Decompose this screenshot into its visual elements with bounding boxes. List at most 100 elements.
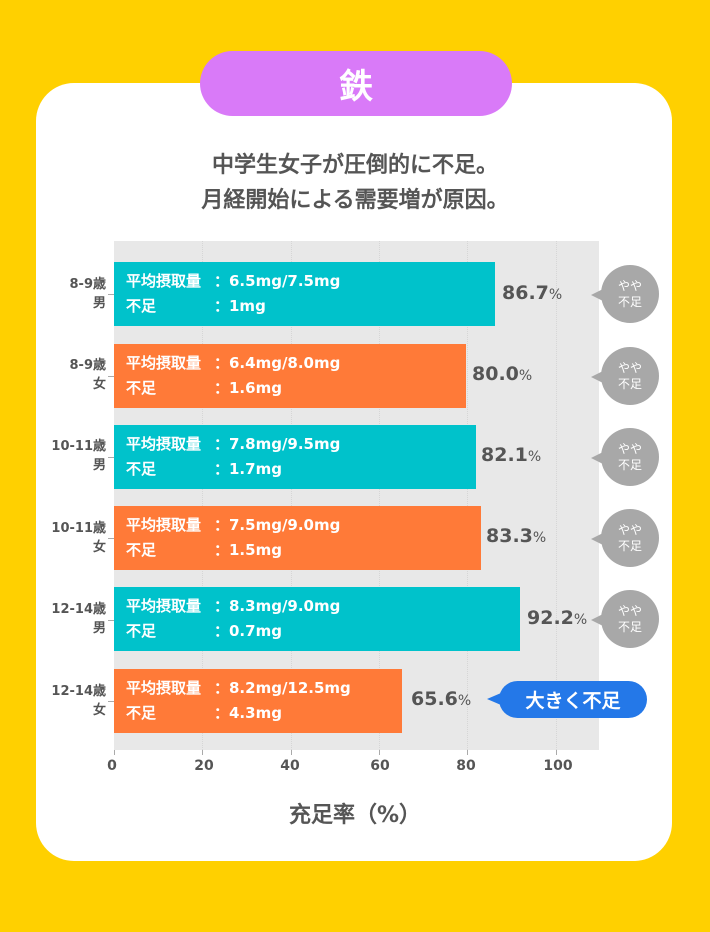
intake-value: ：8.2mg/12.5mg [214,679,351,697]
intake-value: ：7.5mg/9.0mg [214,516,341,534]
percent-value: 92.2 [527,607,574,629]
bar-annotation: 平均摂取量 ：6.5mg/7.5mg 不足 ：1mg [126,269,340,319]
intake-key: 平均摂取量 [126,597,202,615]
badge-text: 不足 [617,377,642,391]
badge-text: 不足 [617,539,642,553]
x-tick-label: 0 [107,758,117,774]
badge-text: 不足 [617,295,642,309]
shortage-key: 不足 [126,460,157,478]
y-label: 10-11歳 男 [40,437,106,475]
percent-label: 65.6% [411,688,471,710]
y-tick [108,538,114,539]
x-tick [379,750,380,755]
x-axis-title: 充足率（%） [288,803,422,828]
shortage-value: ：4.3mg [214,704,282,722]
y-label: 8-9歳 男 [40,275,107,313]
y-label: 12-14歳 女 [40,682,106,720]
gridline [467,241,468,750]
status-badge-slight: やや 不足 [591,590,659,648]
shortage-value: ：1.5mg [214,541,282,559]
gridline [202,241,203,750]
intake-key: 平均摂取量 [126,272,202,290]
gridline [379,241,380,750]
status-badge-slight: やや 不足 [591,428,659,486]
bar-annotation: 平均摂取量 ：8.2mg/12.5mg 不足 ：4.3mg [126,676,351,726]
x-tick [291,750,292,755]
badge-text: 不足 [617,620,642,634]
bar-annotation: 平均摂取量 ：6.4mg/8.0mg 不足 ：1.6mg [126,351,340,401]
intake-value: ：6.4mg/8.0mg [214,354,341,372]
x-tick-label: 60 [370,758,390,774]
sex-label: 男 [92,458,106,473]
percent-value: 80.0 [472,363,519,385]
x-tick-label: 40 [280,758,300,774]
shortage-key: 不足 [126,297,157,315]
percent-value: 65.6 [411,688,458,710]
intake-key: 平均摂取量 [126,679,202,697]
shortage-key: 不足 [126,541,157,559]
age-label: 8-9歳 [69,358,107,373]
bar-female: 平均摂取量 ：6.4mg/8.0mg 不足 ：1.6mg [114,344,466,408]
shortage-value: ：0.7mg [214,622,282,640]
shortage-value: ：1.6mg [214,379,282,397]
age-label: 12-14歳 [51,602,106,617]
shortage-value: ：1.7mg [214,460,282,478]
bar-annotation: 平均摂取量 ：8.3mg/9.0mg 不足 ：0.7mg [126,594,340,644]
subtitle-line-1: 中学生女子が圧倒的に不足。 [211,153,498,178]
percent-unit: % [573,612,588,628]
intake-key: 平均摂取量 [126,354,202,372]
sex-label: 男 [92,621,106,636]
percent-label: 82.1% [481,444,541,466]
percent-unit: % [518,368,533,384]
status-badge-severe: 大きく不足 [487,681,647,718]
nutrient-title: 鉄 [200,51,512,116]
sex-label: 女 [92,540,106,555]
y-label: 10-11歳 女 [40,519,106,557]
y-label: 8-9歳 女 [40,356,107,394]
y-tick [108,620,114,621]
x-tick [467,750,468,755]
intake-value: ：8.3mg/9.0mg [214,597,341,615]
x-tick-label: 20 [194,758,214,774]
x-tick [202,750,203,755]
sex-label: 女 [92,703,106,718]
badge-text: やや [617,279,642,293]
percent-unit: % [457,693,472,709]
age-label: 10-11歳 [51,521,106,536]
shortage-key: 不足 [126,704,157,722]
shortage-key: 不足 [126,379,157,397]
x-tick [114,750,115,755]
sex-label: 女 [92,377,106,392]
bar-female: 平均摂取量 ：7.5mg/9.0mg 不足 ：1.5mg [114,506,481,570]
status-badge-slight: やや 不足 [591,509,659,567]
shortage-value: ：1mg [214,297,266,315]
badge-text: やや [617,442,642,456]
intake-value: ：7.8mg/9.5mg [214,435,341,453]
age-label: 12-14歳 [51,684,106,699]
percent-label: 80.0% [472,363,532,385]
y-tick [108,457,114,458]
gridline [291,241,292,750]
intake-value: ：6.5mg/7.5mg [214,272,341,290]
x-tick-label: 100 [543,758,573,774]
percent-label: 86.7% [502,282,562,304]
x-tick [556,750,557,755]
percent-label: 83.3% [486,525,546,547]
bar-male: 平均摂取量 ：7.8mg/9.5mg 不足 ：1.7mg [114,425,476,489]
badge-text: 不足 [617,458,642,472]
intake-key: 平均摂取量 [126,516,202,534]
y-tick [108,294,114,295]
subtitle-line-2: 月経開始による需要増が原因。 [201,188,509,213]
bar-annotation: 平均摂取量 ：7.5mg/9.0mg 不足 ：1.5mg [126,513,340,563]
percent-label: 92.2% [527,607,587,629]
percent-value: 86.7 [502,282,549,304]
bar-male: 平均摂取量 ：6.5mg/7.5mg 不足 ：1mg [114,262,495,326]
y-tick [108,701,114,702]
percent-unit: % [548,287,563,303]
status-badge-slight: やや 不足 [591,347,659,405]
intake-key: 平均摂取量 [126,435,202,453]
gridline [556,241,557,750]
bar-female: 平均摂取量 ：8.2mg/12.5mg 不足 ：4.3mg [114,669,402,733]
y-label: 12-14歳 男 [40,600,106,638]
sex-label: 男 [92,296,106,311]
